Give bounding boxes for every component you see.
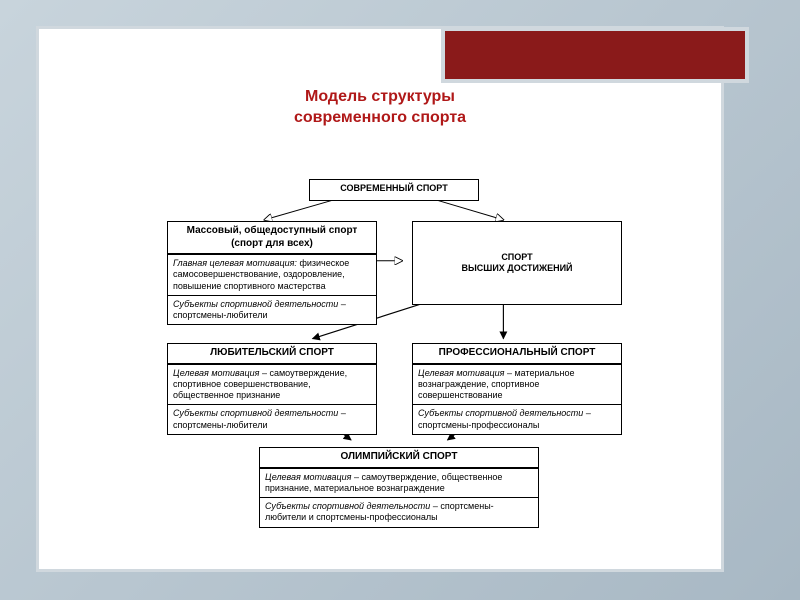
text-italic: Субъекты спортивной деятельности bbox=[173, 299, 338, 309]
node-mass-sport: Массовый, общедоступный спорт (спорт для… bbox=[167, 221, 377, 325]
slide-frame: Модель структуры современного спорта СОВ… bbox=[36, 26, 724, 572]
node-professional: ПРОФЕССИОНАЛЬНЫЙ СПОРТ Целевая мотивация… bbox=[412, 343, 622, 435]
node-olympic-sec2: Субъекты спортивной деятельности – спорт… bbox=[260, 497, 538, 527]
text-italic: Субъекты спортивной деятельности bbox=[418, 408, 583, 418]
text: ВЫСШИХ ДОСТИЖЕНИЙ bbox=[461, 263, 572, 273]
node-olympic-header: ОЛИМПИЙСКИЙ СПОРТ bbox=[260, 448, 538, 468]
node-amateur-sec2: Субъекты спортивной деятельности – спорт… bbox=[168, 404, 376, 434]
node-high-label: СПОРТ ВЫСШИХ ДОСТИЖЕНИЙ bbox=[457, 249, 576, 278]
node-amateur-sec1: Целевая мотивация – самоутверждение, спо… bbox=[168, 364, 376, 405]
node-root: СОВРЕМЕННЫЙ СПОРТ bbox=[309, 179, 479, 201]
node-pro-sec1: Целевая мотивация – материальное вознагр… bbox=[413, 364, 621, 405]
slide-title: Модель структуры современного спорта bbox=[39, 87, 721, 129]
text-italic: Главная целевая мотивация: bbox=[173, 258, 297, 268]
node-olympic: ОЛИМПИЙСКИЙ СПОРТ Целевая мотивация – са… bbox=[259, 447, 539, 528]
title-line-1: Модель структуры bbox=[39, 87, 721, 108]
node-amateur: ЛЮБИТЕЛЬСКИЙ СПОРТ Целевая мотивация – с… bbox=[167, 343, 377, 435]
text: (спорт для всех) bbox=[231, 238, 313, 249]
node-mass-sec2: Субъекты спортивной деятельности – спорт… bbox=[168, 295, 376, 325]
text-italic: Субъекты спортивной деятельности bbox=[265, 501, 430, 511]
node-olympic-sec1: Целевая мотивация – самоутверждение, общ… bbox=[260, 468, 538, 498]
text: СПОРТ bbox=[501, 252, 532, 262]
node-pro-header: ПРОФЕССИОНАЛЬНЫЙ СПОРТ bbox=[413, 344, 621, 364]
text-italic: Целевая мотивация bbox=[173, 368, 259, 378]
text-italic: Субъекты спортивной деятельности bbox=[173, 408, 338, 418]
node-pro-sec2: Субъекты спортивной деятельности – спорт… bbox=[413, 404, 621, 434]
text-italic: Целевая мотивация bbox=[265, 472, 351, 482]
text: Массовый, общедоступный спорт bbox=[187, 225, 358, 236]
node-mass-sec1: Главная целевая мотивация: физическое са… bbox=[168, 254, 376, 295]
node-amateur-header: ЛЮБИТЕЛЬСКИЙ СПОРТ bbox=[168, 344, 376, 364]
title-line-2: современного спорта bbox=[39, 108, 721, 129]
node-mass-header: Массовый, общедоступный спорт (спорт для… bbox=[168, 222, 376, 254]
text-italic: Целевая мотивация bbox=[418, 368, 504, 378]
accent-header-box bbox=[441, 27, 749, 83]
node-high-achievement: СПОРТ ВЫСШИХ ДОСТИЖЕНИЙ bbox=[412, 221, 622, 305]
node-root-label: СОВРЕМЕННЫЙ СПОРТ bbox=[310, 180, 478, 197]
flowchart: СОВРЕМЕННЫЙ СПОРТ Массовый, общедоступны… bbox=[139, 179, 621, 549]
